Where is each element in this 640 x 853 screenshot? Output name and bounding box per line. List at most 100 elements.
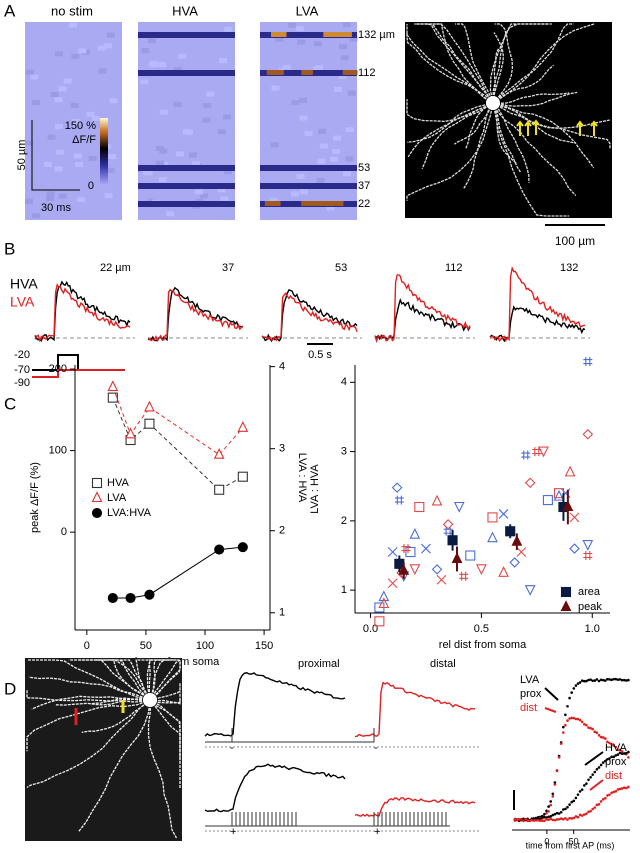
panel-label: A — [4, 1, 16, 20]
noise — [188, 152, 197, 158]
point — [505, 526, 516, 537]
trace-dot — [627, 678, 630, 682]
noise — [299, 115, 308, 121]
panel-label: C — [4, 394, 16, 413]
point — [511, 534, 523, 546]
trace-dot — [549, 803, 552, 807]
trace-dot — [517, 817, 521, 821]
series-line — [112, 546, 243, 599]
trace-dot — [591, 727, 594, 731]
trace-dot — [562, 808, 565, 811]
noise — [275, 36, 284, 42]
depth-label: 53 — [358, 162, 370, 174]
noise — [54, 51, 63, 57]
point — [447, 535, 458, 546]
point — [91, 477, 103, 489]
stim — [205, 728, 375, 743]
trace-dot — [612, 677, 615, 681]
trace-dot — [587, 810, 590, 814]
trace-dot — [551, 792, 555, 796]
trace-dot — [627, 785, 630, 789]
trace-dot — [545, 811, 548, 815]
point — [414, 501, 425, 513]
x-tick-label: 0.0 — [363, 623, 378, 635]
band — [138, 70, 235, 76]
noise — [217, 129, 226, 135]
trace-dot — [549, 814, 552, 818]
arrow — [584, 751, 604, 766]
noise — [78, 48, 87, 54]
trace-dot — [543, 812, 546, 816]
trace-dot — [608, 757, 611, 760]
point — [487, 531, 498, 543]
trace-dot — [572, 816, 576, 820]
branch — [78, 659, 151, 701]
noise — [270, 142, 279, 148]
branch — [406, 32, 494, 104]
trace-dot — [576, 717, 580, 721]
branch — [149, 659, 181, 701]
trace-dot — [572, 716, 576, 720]
y2-tick-label: 3 — [279, 443, 285, 455]
band-hot — [271, 32, 287, 37]
point — [421, 543, 431, 554]
noise — [58, 193, 67, 199]
trace-dot — [610, 791, 613, 795]
traces — [204, 672, 480, 832]
trace-dot — [614, 677, 618, 681]
noise — [317, 158, 326, 164]
noise — [184, 129, 193, 135]
point — [542, 495, 553, 506]
trace-dot — [553, 781, 557, 784]
noise — [47, 134, 56, 140]
x-tick-label: 100 — [196, 640, 214, 652]
trace-dot — [595, 803, 599, 807]
trace-dot — [620, 787, 624, 790]
point — [582, 428, 594, 440]
depth-label: 112 — [358, 67, 376, 79]
point — [582, 540, 594, 551]
trace-dot — [583, 722, 586, 726]
legend-label: HVA — [107, 477, 129, 489]
trace-dot — [545, 809, 548, 813]
trace — [489, 305, 586, 343]
point — [398, 564, 410, 575]
trace — [204, 672, 346, 737]
x-axis-title: time from first AP (ms) — [526, 840, 615, 850]
trace-dot — [627, 750, 630, 754]
y-axis-title: peak ΔF/F (%) — [29, 462, 41, 533]
trace-dot — [622, 678, 626, 682]
band — [260, 183, 357, 189]
trace-dot — [562, 725, 565, 729]
band-hot — [301, 201, 316, 206]
branch — [492, 92, 570, 104]
noise — [178, 53, 187, 59]
point — [213, 447, 225, 459]
trace-dot — [536, 818, 540, 822]
trace-dot — [570, 716, 573, 720]
point — [451, 552, 463, 564]
noise — [299, 189, 308, 195]
trace-dot — [614, 790, 618, 793]
trace-dot — [591, 807, 594, 811]
point — [125, 427, 136, 439]
trace-dot — [541, 816, 544, 819]
point — [237, 471, 248, 482]
trace-dot — [593, 770, 597, 774]
y-tick-label: 0 — [61, 526, 67, 538]
point — [436, 574, 447, 585]
branch — [425, 23, 494, 104]
branch — [492, 102, 530, 183]
noise — [106, 168, 115, 174]
trace-dot — [606, 794, 609, 797]
branch — [492, 102, 522, 173]
noise — [223, 168, 232, 174]
point — [387, 547, 398, 557]
trace-dot — [566, 805, 569, 809]
x-tick-label: 50 — [140, 640, 152, 652]
colorbar-label: ΔF/F — [72, 134, 96, 146]
noise — [297, 39, 306, 45]
noise — [332, 149, 341, 155]
trace-dot — [555, 769, 559, 773]
trace-dot — [564, 807, 567, 811]
